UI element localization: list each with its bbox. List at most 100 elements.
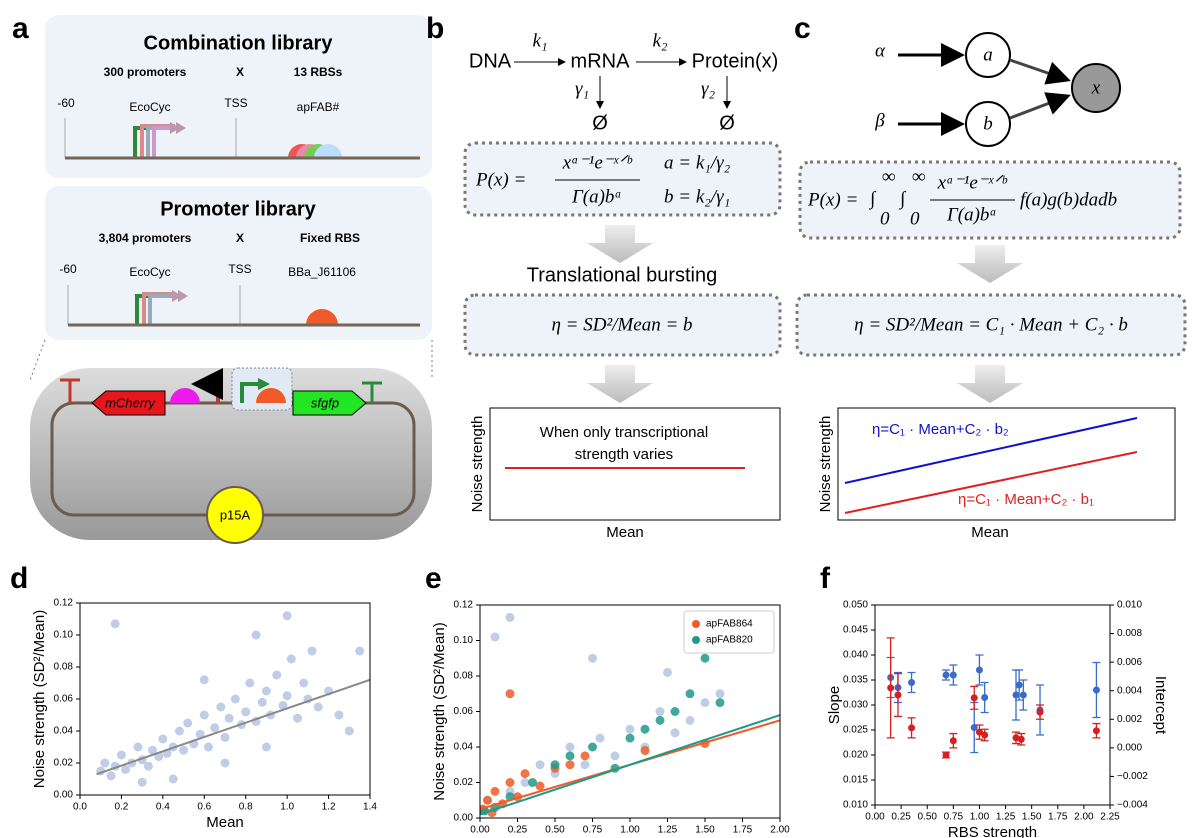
point <box>595 733 605 743</box>
node <box>1071 63 1121 113</box>
point <box>121 764 131 774</box>
origin-label: p15A <box>220 507 251 522</box>
panel-letter: d <box>10 562 28 595</box>
point <box>550 760 560 770</box>
legend-label: apFAB864 <box>706 619 753 630</box>
label: -60 <box>57 96 75 110</box>
axes-frame <box>79 602 371 796</box>
point <box>344 726 354 736</box>
y2-tick-label: 0.002 <box>1117 714 1142 725</box>
formula: ∞ <box>882 166 896 187</box>
point <box>210 723 220 733</box>
point <box>908 679 916 686</box>
point <box>133 742 143 752</box>
x-axis-label: Mean <box>611 837 649 838</box>
legend-swatch <box>692 620 700 628</box>
formula: ∫ <box>869 188 877 210</box>
y-tick-label: 0.12 <box>454 600 474 611</box>
formula: b = k₂/γ₁ <box>664 186 730 207</box>
point <box>670 707 680 716</box>
x-tick-label: 1.75 <box>1048 812 1068 823</box>
degradation: Ø <box>592 112 608 134</box>
point <box>282 611 292 621</box>
point <box>685 715 695 725</box>
x-tick-label: 1.75 <box>733 825 753 836</box>
legend <box>683 610 775 654</box>
point <box>887 684 895 692</box>
species: mRNA <box>571 50 631 72</box>
point <box>528 778 537 787</box>
y-tick-label: 0.02 <box>454 777 474 788</box>
x-tick-label: 0.8 <box>239 802 253 813</box>
panel-letter: b <box>426 12 444 45</box>
x-tick-label: 0.75 <box>944 812 964 823</box>
point <box>116 750 126 760</box>
formula: xᵃ⁻¹e⁻ˣᐟᵇ <box>562 152 634 173</box>
y-tick-label: 0.08 <box>54 662 74 673</box>
point <box>505 778 515 787</box>
plot-frame <box>837 407 1176 521</box>
degradation: Ø <box>719 112 735 134</box>
gene-label: sfgfp <box>311 395 339 410</box>
formula: P(x) = <box>475 169 526 190</box>
point <box>949 737 957 745</box>
label: EcoCyc <box>129 265 170 279</box>
point <box>1092 727 1100 735</box>
point <box>282 691 292 701</box>
legend-label: apFAB820 <box>706 635 753 646</box>
formula-box <box>795 293 1187 357</box>
trend-line <box>844 417 1138 484</box>
gene-label: mCherry <box>105 395 156 410</box>
y-tick-label: 0.015 <box>843 775 868 786</box>
label: TSS <box>224 96 247 110</box>
x-tick-label: 0.4 <box>156 802 170 813</box>
legend-swatch <box>692 636 700 644</box>
point <box>970 694 978 702</box>
point <box>179 745 189 755</box>
fit-line <box>96 678 370 776</box>
formula: ∞ <box>912 166 926 187</box>
point <box>610 751 620 761</box>
point <box>588 653 597 663</box>
x-tick-label: 1.00 <box>620 825 640 836</box>
promoter-arrow <box>240 382 262 403</box>
point <box>251 630 261 640</box>
x-axis-label: Mean <box>206 814 244 831</box>
point <box>700 698 710 708</box>
plot-area <box>96 611 370 787</box>
point <box>685 689 695 699</box>
point <box>505 689 515 699</box>
label: apFAB# <box>297 100 340 114</box>
point <box>490 632 500 642</box>
formula-box <box>463 293 782 357</box>
y-tick-label: 0.08 <box>454 671 474 682</box>
x-tick-label: 0.25 <box>508 825 528 836</box>
point <box>975 666 983 674</box>
label: -60 <box>59 262 77 276</box>
x-tick-label: 0.0 <box>73 802 87 813</box>
y2-tick-label: 0.004 <box>1117 685 1142 696</box>
point <box>655 715 665 725</box>
point <box>588 742 597 752</box>
y-tick-label: 0.02 <box>54 758 74 769</box>
point <box>261 686 271 696</box>
point <box>299 678 309 688</box>
axes-frame <box>479 604 781 819</box>
formula: xᵃ⁻¹e⁻ˣᐟᵇ <box>937 172 1009 193</box>
y2-tick-label: 0.010 <box>1117 600 1142 611</box>
formula: η = SD²/Mean = C₁ · Mean + C₂ · b <box>854 314 1128 335</box>
y-tick-label: 0.04 <box>54 726 74 737</box>
point <box>655 707 665 716</box>
point <box>1019 691 1027 699</box>
x-tick-label: 2.00 <box>1074 812 1094 823</box>
panel-letter: a <box>12 12 29 45</box>
point <box>293 713 302 723</box>
point <box>625 733 635 743</box>
y-tick-label: 0.050 <box>843 600 868 611</box>
point <box>1015 681 1023 689</box>
trend-line <box>844 451 1138 514</box>
axis-label: Noise strength <box>469 416 486 513</box>
fit-line <box>480 714 780 816</box>
point <box>505 612 515 622</box>
point <box>975 728 983 736</box>
